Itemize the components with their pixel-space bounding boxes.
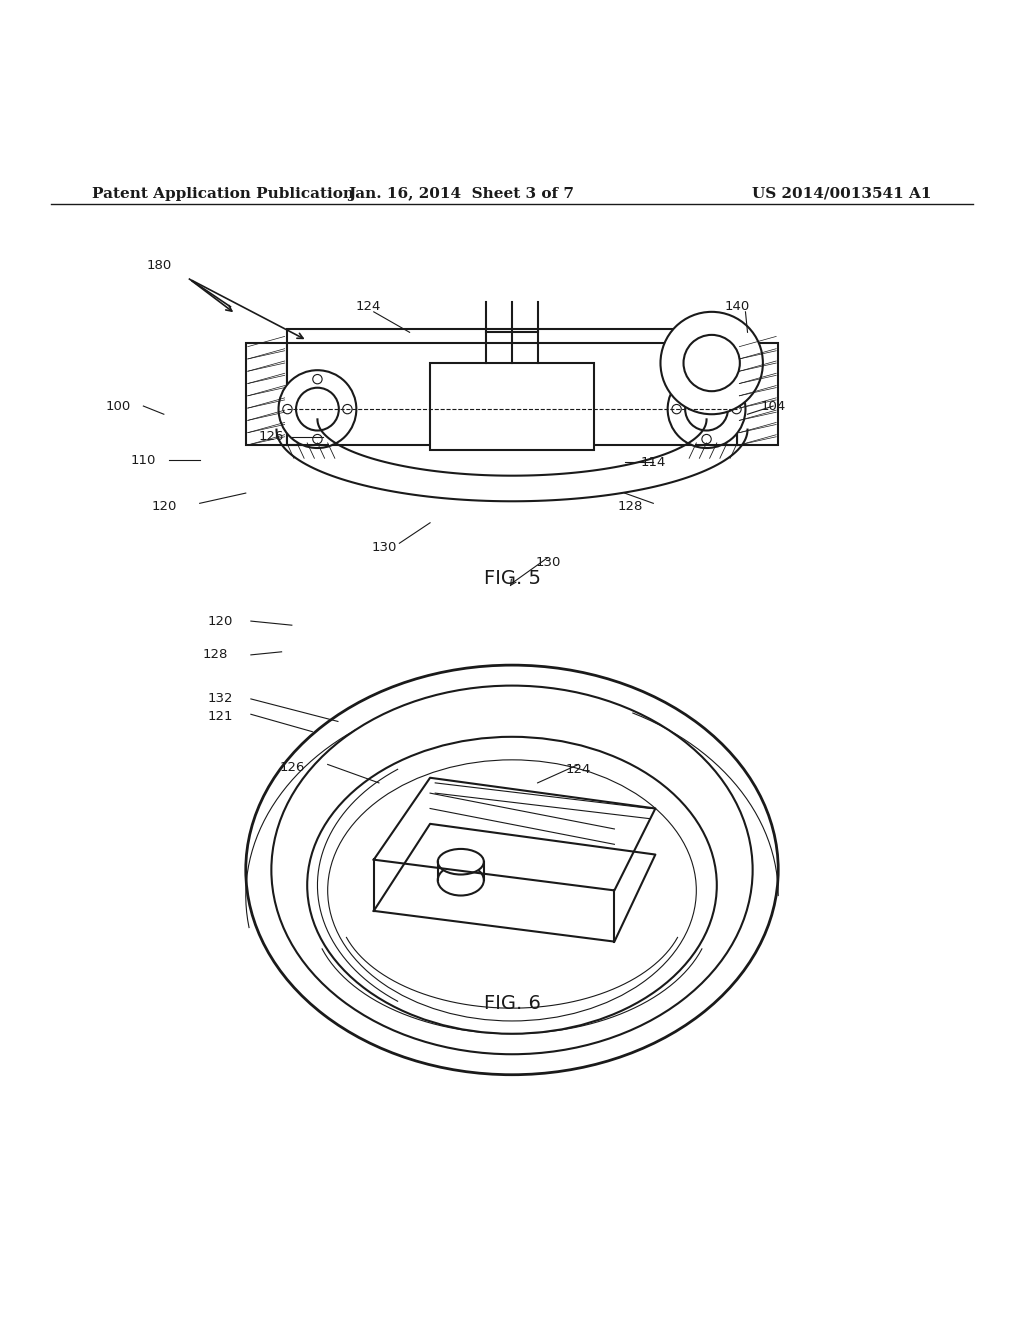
Ellipse shape: [246, 665, 778, 1074]
Text: 100: 100: [105, 400, 130, 413]
Circle shape: [732, 404, 741, 413]
Text: 124: 124: [356, 300, 381, 313]
Text: Patent Application Publication: Patent Application Publication: [92, 187, 354, 201]
Bar: [737, 343, 778, 445]
Circle shape: [343, 404, 352, 413]
Ellipse shape: [271, 685, 753, 1055]
Ellipse shape: [307, 737, 717, 1034]
Ellipse shape: [438, 849, 484, 875]
Text: 128: 128: [203, 648, 227, 661]
Circle shape: [312, 375, 323, 384]
Text: 180: 180: [146, 259, 171, 272]
Bar: [287, 329, 737, 347]
Circle shape: [279, 370, 356, 447]
Text: 126: 126: [280, 762, 304, 774]
Circle shape: [660, 312, 763, 414]
Text: 130: 130: [372, 541, 396, 554]
Text: 121: 121: [208, 710, 232, 723]
Text: US 2014/0013541 A1: US 2014/0013541 A1: [753, 187, 932, 201]
Text: FIG. 6: FIG. 6: [483, 994, 541, 1012]
Text: 140: 140: [725, 300, 750, 313]
Circle shape: [701, 434, 712, 444]
Ellipse shape: [328, 760, 696, 1020]
Bar: [246, 343, 287, 445]
Circle shape: [701, 375, 712, 384]
Circle shape: [283, 404, 292, 413]
Ellipse shape: [438, 865, 484, 895]
Text: 130: 130: [536, 556, 560, 569]
Circle shape: [296, 388, 339, 430]
Text: 120: 120: [152, 500, 176, 513]
Text: Jan. 16, 2014  Sheet 3 of 7: Jan. 16, 2014 Sheet 3 of 7: [348, 187, 573, 201]
Circle shape: [685, 388, 728, 430]
Text: 120: 120: [208, 615, 232, 627]
Text: FIG. 5: FIG. 5: [483, 569, 541, 587]
Text: 110: 110: [131, 454, 156, 467]
Circle shape: [672, 404, 681, 413]
Text: 128: 128: [617, 500, 642, 513]
Circle shape: [668, 370, 745, 447]
Bar: [430, 363, 594, 450]
Text: 114: 114: [641, 455, 666, 469]
Circle shape: [684, 335, 739, 391]
Text: 132: 132: [208, 693, 232, 705]
Text: 104: 104: [761, 400, 785, 413]
Circle shape: [312, 434, 323, 444]
Bar: [287, 343, 737, 445]
Text: 126: 126: [259, 430, 284, 444]
Text: 124: 124: [566, 763, 591, 776]
